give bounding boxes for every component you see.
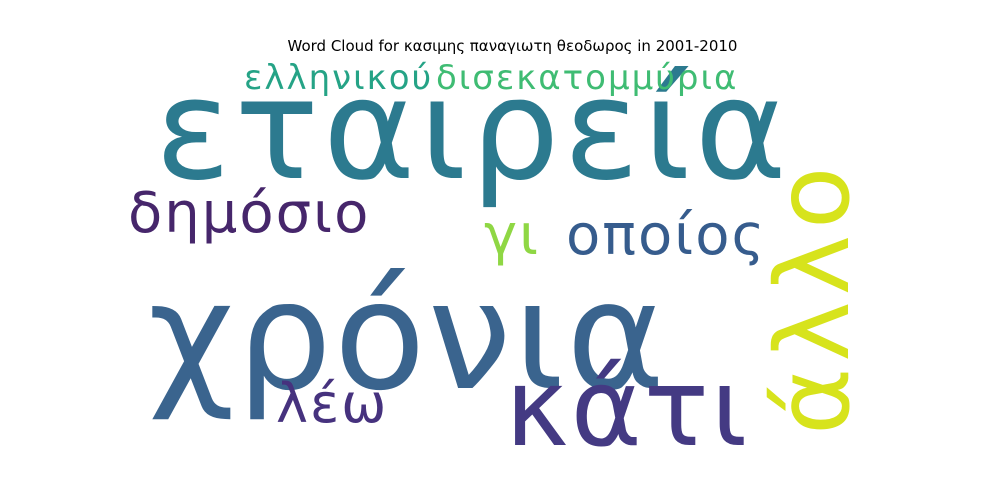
word-5: οποίος bbox=[566, 203, 766, 268]
word-8: γι bbox=[484, 203, 540, 268]
word-2: κάτι bbox=[505, 346, 749, 471]
word-3: άλλο bbox=[754, 161, 873, 435]
word-0: εταιρεία bbox=[155, 49, 791, 212]
word-9: λέω bbox=[276, 372, 388, 435]
word-1: χρόνια bbox=[148, 250, 667, 424]
word-4: δημόσιο bbox=[128, 181, 370, 246]
word-6: ελληνικού bbox=[244, 58, 433, 98]
chart-title: Word Cloud for κασιμης παναγιωτη θεοδωρο… bbox=[287, 37, 738, 55]
word-7: δισεκατομμύρια bbox=[436, 58, 738, 98]
